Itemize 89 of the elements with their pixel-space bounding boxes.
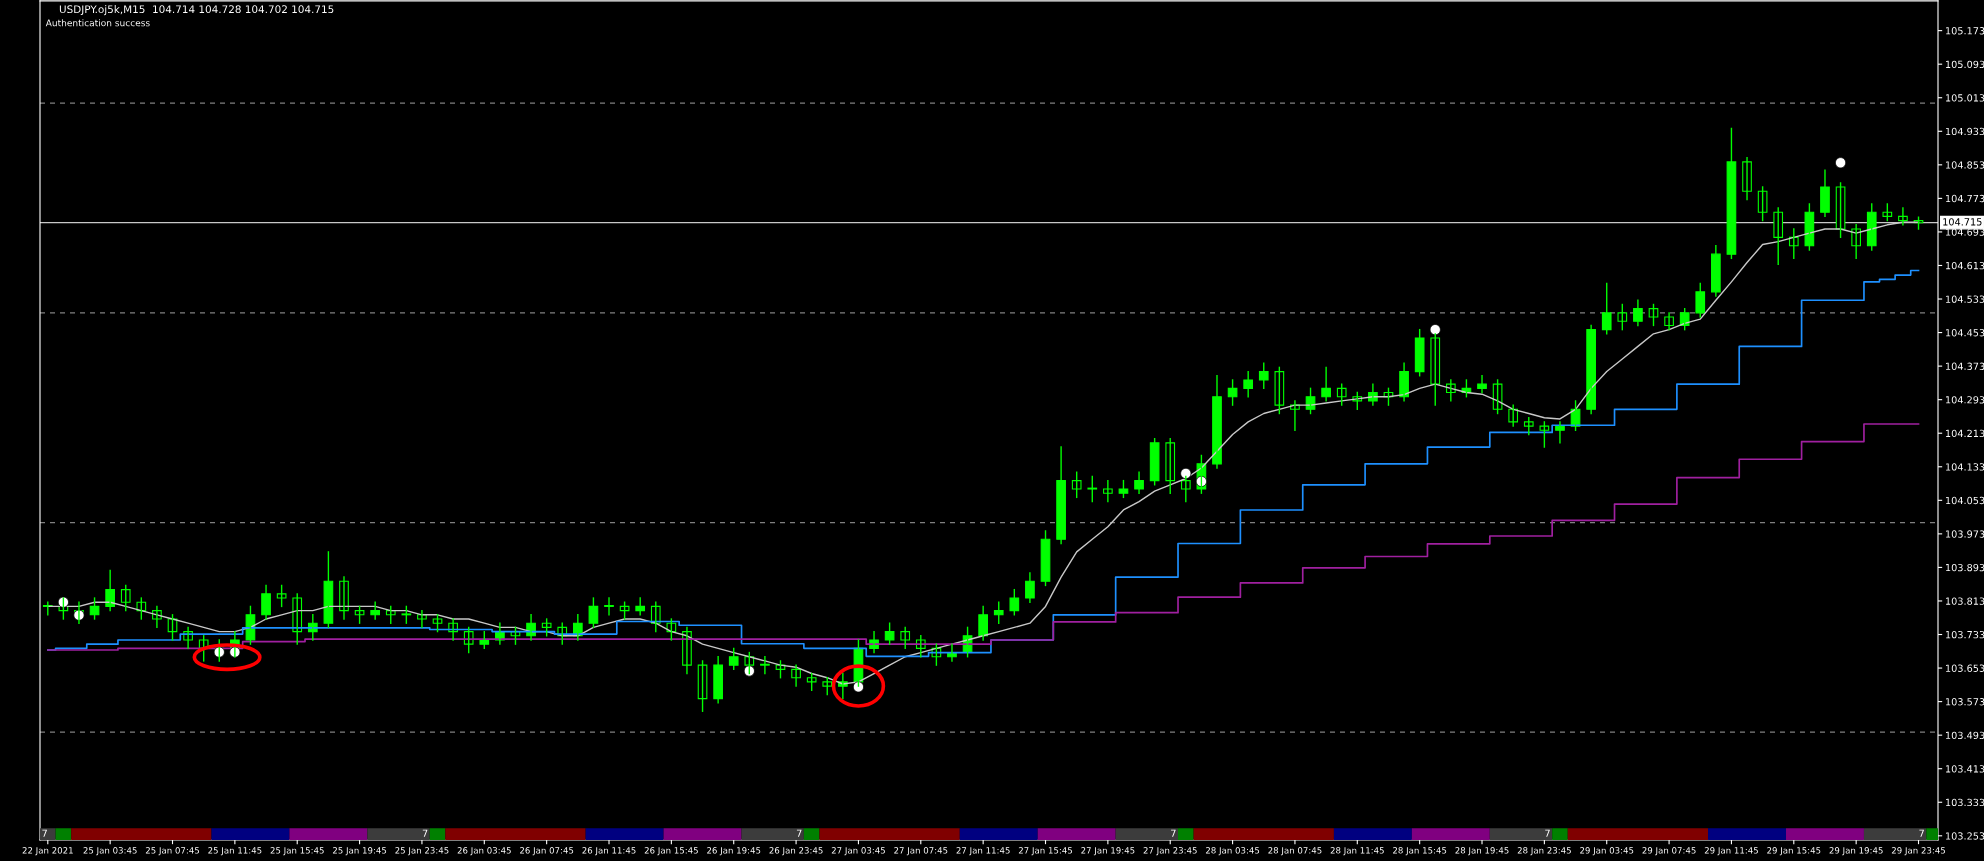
candlestick xyxy=(1087,475,1098,503)
x-tick-label: 29 Jan 11:45 xyxy=(1704,847,1758,856)
candlestick xyxy=(120,584,131,612)
x-tick-label: 29 Jan 19:45 xyxy=(1829,847,1883,856)
annotation: 7 xyxy=(1545,829,1550,837)
candlestick xyxy=(900,626,911,650)
y-tick-label: 104.133 xyxy=(1946,463,1984,471)
ref-line-label: 104.715 xyxy=(1943,218,1982,226)
candlestick xyxy=(276,584,287,608)
x-tick-label: 28 Jan 07:45 xyxy=(1268,847,1322,856)
x-tick-label: 29 Jan 03:45 xyxy=(1580,847,1634,856)
y-tick-label: 103.333 xyxy=(1946,798,1984,807)
candlestick xyxy=(1773,207,1784,265)
y-tick-label: 103.653 xyxy=(1946,664,1984,672)
y-tick-label: 104.213 xyxy=(1946,429,1984,438)
y-tick-label: 103.573 xyxy=(1946,698,1984,706)
candlestick xyxy=(1757,186,1768,222)
y-tick-label: 104.373 xyxy=(1946,362,1984,370)
candlestick xyxy=(588,597,599,629)
x-tick-label: 25 Jan 23:45 xyxy=(395,847,449,856)
x-tick-label: 28 Jan 11:45 xyxy=(1330,847,1384,856)
x-tick-label: 26 Jan 19:45 xyxy=(707,847,761,856)
x-tick-label: 26 Jan 03:45 xyxy=(457,847,511,856)
x-tick-label: 27 Jan 03:45 xyxy=(831,847,885,856)
y-tick-label: 104.613 xyxy=(1946,261,1984,270)
y-tick-label: 104.693 xyxy=(1946,228,1984,236)
y-tick-label: 103.813 xyxy=(1946,597,1984,605)
x-tick-label: 27 Jan 11:45 xyxy=(956,847,1010,856)
x-tick-label: 28 Jan 15:45 xyxy=(1393,847,1447,856)
y-tick-label: 104.293 xyxy=(1946,396,1984,404)
x-tick-label: 29 Jan 07:45 xyxy=(1642,847,1696,856)
candlestick xyxy=(993,601,1004,624)
y-tick-label: 104.053 xyxy=(1946,496,1984,505)
candlestick xyxy=(1835,182,1846,239)
candlestick xyxy=(1149,437,1160,486)
x-tick-label: 29 Jan 23:45 xyxy=(1891,847,1946,856)
candlestick xyxy=(728,647,739,671)
x-tick-label: 25 Jan 19:45 xyxy=(332,847,387,856)
chart-title: USDJPY.oj5k,M15 104.714 104.728 104.702 104.715 xyxy=(59,5,334,16)
candlestick xyxy=(1009,588,1020,616)
x-tick-label: 27 Jan 15:45 xyxy=(1018,847,1073,856)
y-tick-label: 103.893 xyxy=(1946,563,1984,572)
candlestick xyxy=(1414,328,1425,377)
y-tick-label: 105.013 xyxy=(1946,94,1984,102)
x-tick-label: 22 Jan 2021 xyxy=(22,847,73,856)
x-tick-label: 28 Jan 19:45 xyxy=(1455,847,1509,856)
x-tick-label: 28 Jan 03:45 xyxy=(1205,847,1260,856)
candlestick xyxy=(1601,282,1612,335)
x-tick-label: 27 Jan 07:45 xyxy=(894,847,948,856)
y-tick-label: 104.453 xyxy=(1946,329,1984,337)
candlestick xyxy=(1695,282,1706,318)
candlestick xyxy=(1071,471,1082,499)
candlestick xyxy=(1539,421,1550,448)
annotation: 7 xyxy=(796,829,802,837)
x-tick-label: 29 Jan 15:45 xyxy=(1767,847,1821,856)
y-tick-label: 104.533 xyxy=(1946,295,1984,303)
candlestick xyxy=(1165,437,1176,494)
x-tick-label: 26 Jan 23:45 xyxy=(769,847,823,856)
candlestick xyxy=(1258,362,1269,390)
x-tick-label: 26 Jan 15:45 xyxy=(644,847,698,856)
x-tick-label: 27 Jan 19:45 xyxy=(1081,847,1135,856)
y-tick-label: 104.853 xyxy=(1946,161,1984,169)
text: Authentication success xyxy=(45,19,150,27)
x-tick-label: 27 Jan 23:45 xyxy=(1143,847,1197,856)
y-tick-label: 105.093 xyxy=(1946,60,1984,69)
y-tick-label: 103.253 xyxy=(1946,832,1984,840)
y-tick-label: 103.733 xyxy=(1946,630,1984,639)
y-tick-label: 103.493 xyxy=(1946,731,1984,739)
y-tick-label: 103.973 xyxy=(1946,530,1984,538)
y-tick-label: 104.773 xyxy=(1946,194,1984,203)
y-tick-label: 105.173 xyxy=(1946,27,1984,35)
candlestick xyxy=(1103,479,1113,503)
y-tick-label: 104.933 xyxy=(1946,127,1984,136)
annotation: 7 xyxy=(422,829,428,837)
candlestick xyxy=(884,622,895,645)
x-tick-label: 28 Jan 23:45 xyxy=(1517,847,1571,856)
annotation: 7 xyxy=(1919,829,1924,837)
candlestick xyxy=(323,551,334,629)
x-tick-label: 26 Jan 11:45 xyxy=(582,847,636,856)
x-tick-label: 25 Jan 03:45 xyxy=(83,847,137,856)
y-tick-label: 103.413 xyxy=(1946,765,1984,773)
x-tick-label: 25 Jan 07:45 xyxy=(145,847,200,856)
candlestick xyxy=(1274,366,1285,415)
x-tick-label: 26 Jan 07:45 xyxy=(520,847,574,856)
x-tick-label: 25 Jan 15:45 xyxy=(270,847,324,856)
annotation: 7 xyxy=(42,829,47,837)
x-tick-label: 25 Jan 11:45 xyxy=(208,847,262,856)
candlestick xyxy=(1617,303,1628,331)
annotation: 7 xyxy=(1171,829,1176,837)
